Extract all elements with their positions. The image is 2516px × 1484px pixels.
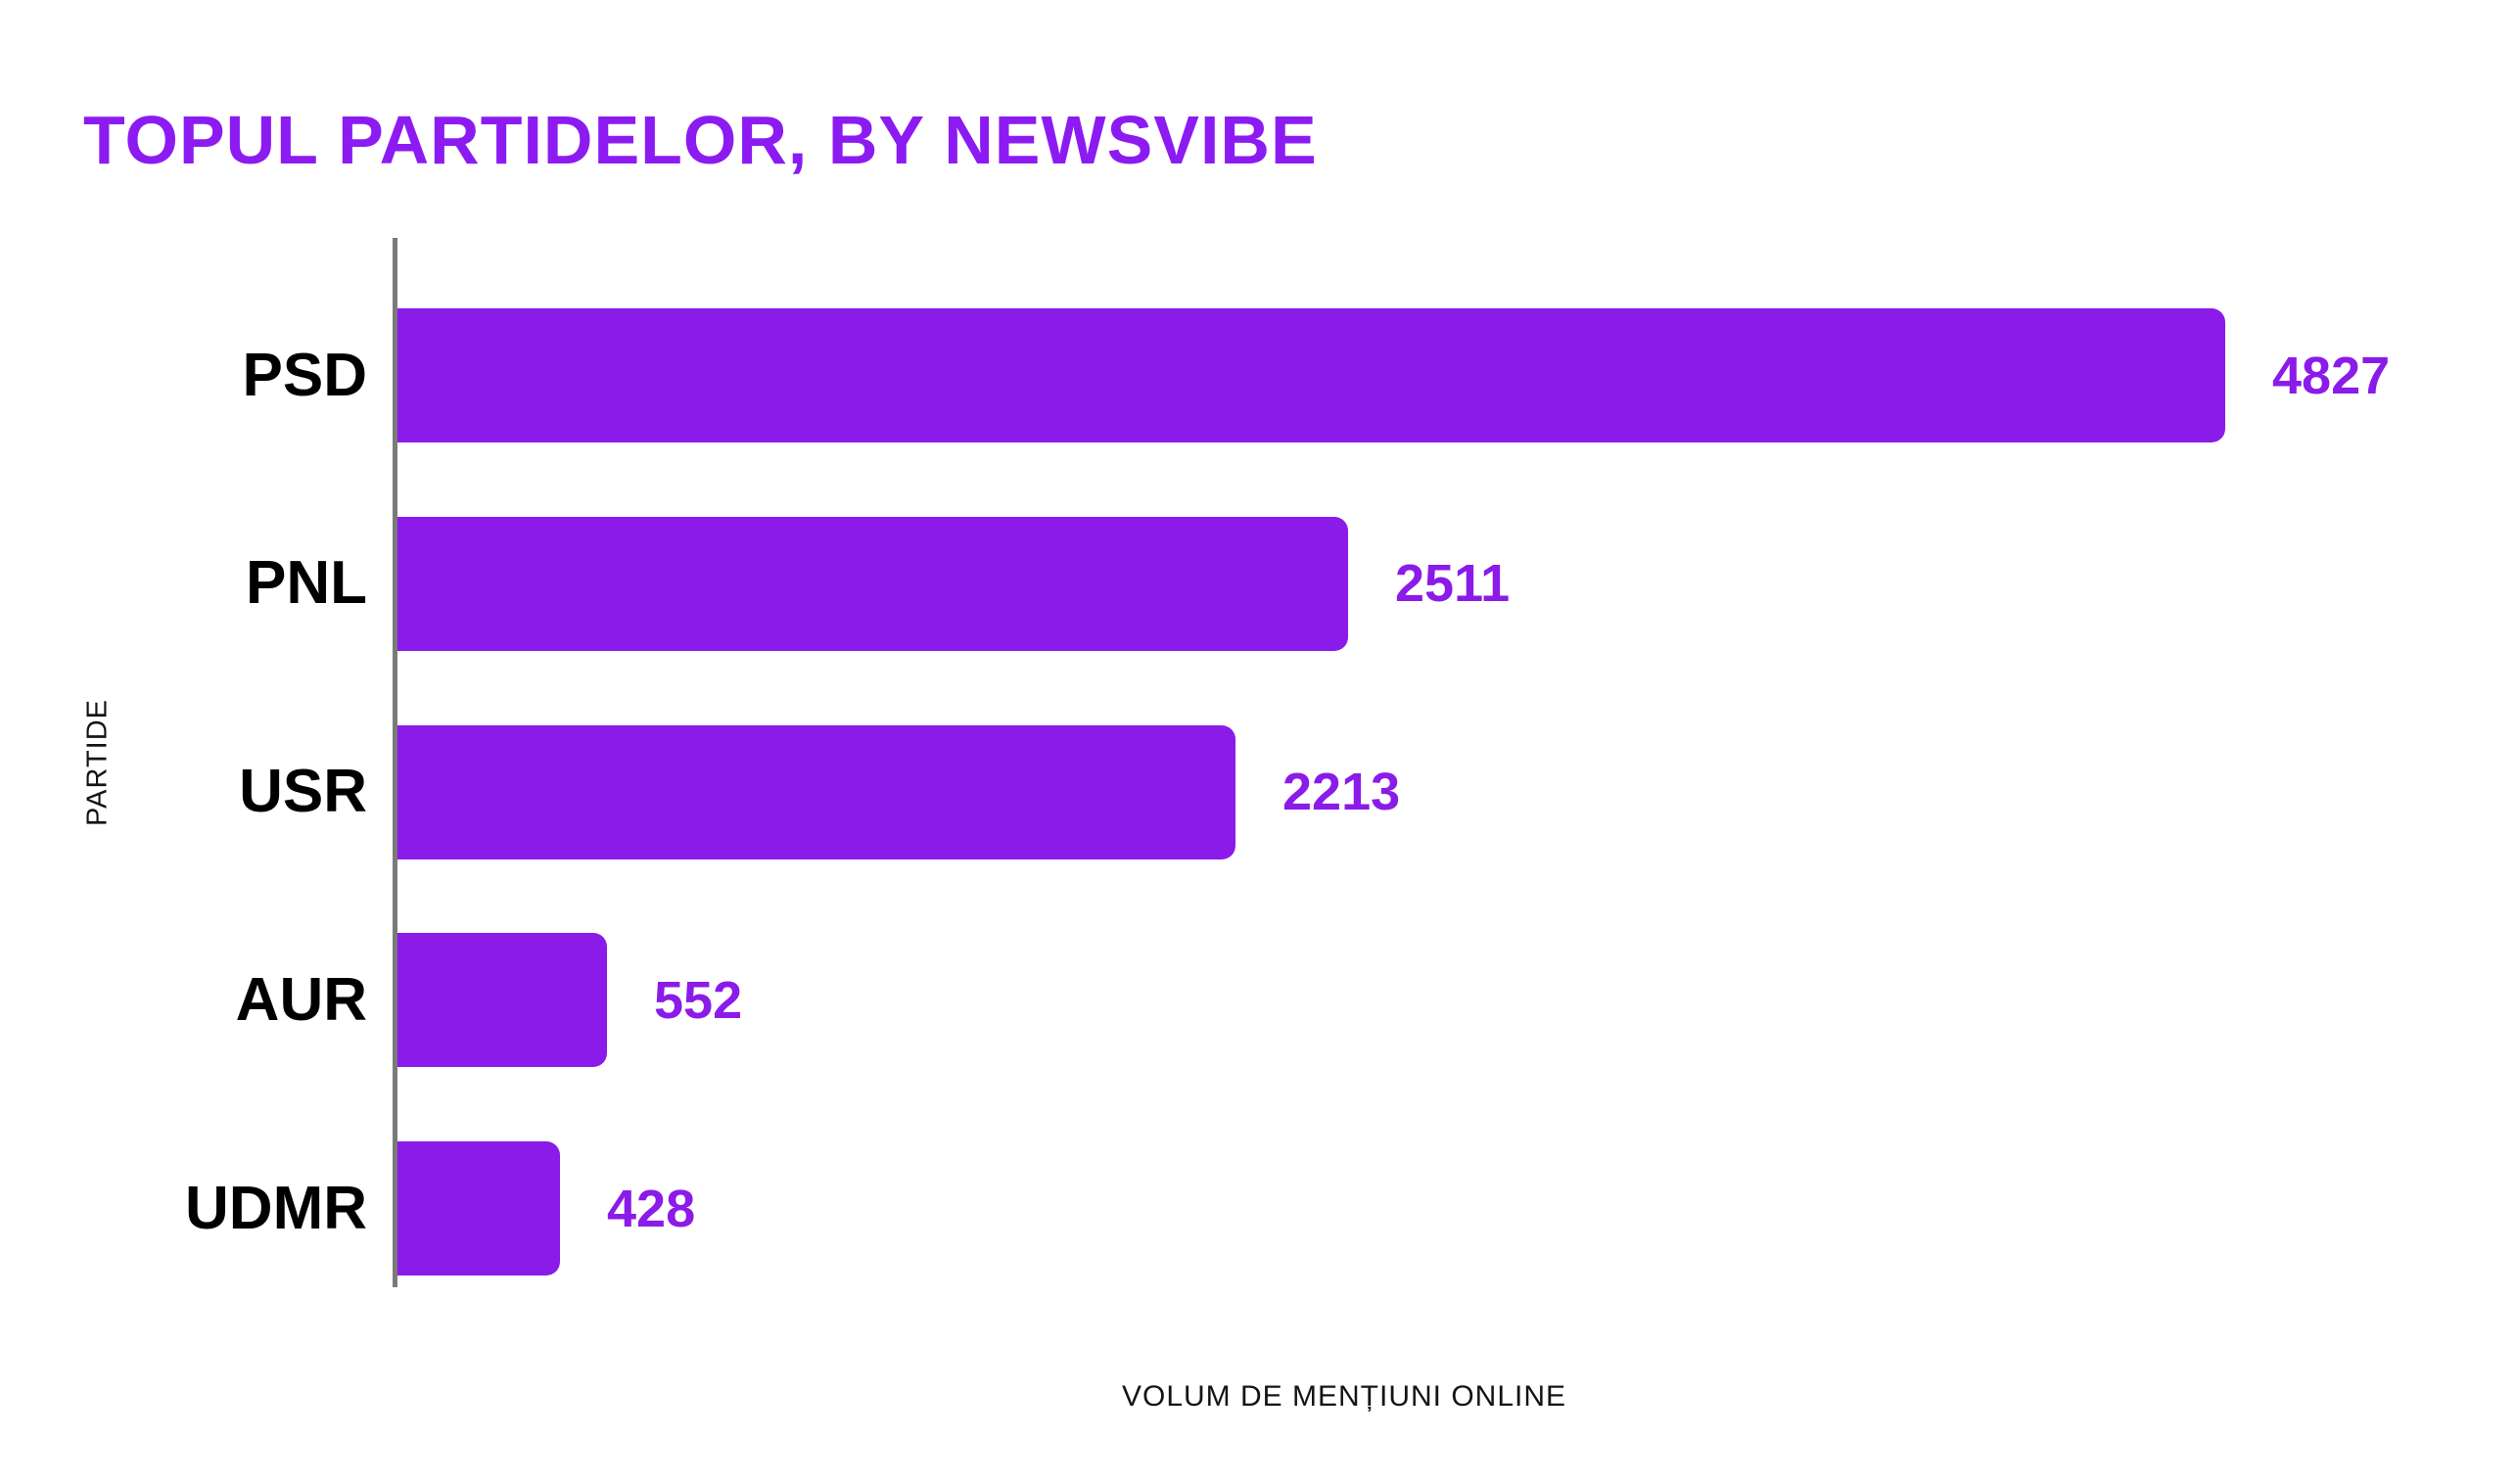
value-label-pnl: 2511: [1395, 554, 1511, 614]
bar-row-psd: PSD 4827: [0, 308, 2516, 442]
value-label-aur: 552: [654, 970, 743, 1030]
bar-psd: [397, 308, 2225, 442]
category-label-usr: USR: [239, 758, 367, 825]
value-label-udmr: 428: [607, 1179, 696, 1238]
category-label-udmr: UDMR: [185, 1174, 367, 1242]
bar-usr: [397, 724, 1235, 859]
bar-aur: [397, 933, 607, 1068]
category-label-psd: PSD: [242, 341, 367, 409]
category-label-aur: AUR: [235, 965, 367, 1034]
bar-rows: PSD 4827 PNL 2511 USR 2213 AUR 552 UDMR 428: [0, 238, 2516, 1287]
y-axis-line: [393, 238, 397, 1287]
bar-row-pnl: PNL 2511: [0, 516, 2516, 651]
bar-pnl: [397, 516, 1348, 651]
category-label-pnl: PNL: [246, 549, 367, 618]
value-label-psd: 4827: [2272, 346, 2391, 405]
bar-udmr: [397, 1141, 560, 1275]
bar-row-aur: AUR 552: [0, 933, 2516, 1068]
value-label-usr: 2213: [1282, 763, 1401, 821]
bar-row-udmr: UDMR 428: [0, 1141, 2516, 1275]
x-axis-title: VOLUM DE MENȚIUNI ONLINE: [1121, 1380, 1567, 1413]
chart-title: TOPUL PARTIDELOR, BY NEWSVIBE: [83, 102, 1318, 178]
bar-row-usr: USR 2213: [0, 724, 2516, 859]
